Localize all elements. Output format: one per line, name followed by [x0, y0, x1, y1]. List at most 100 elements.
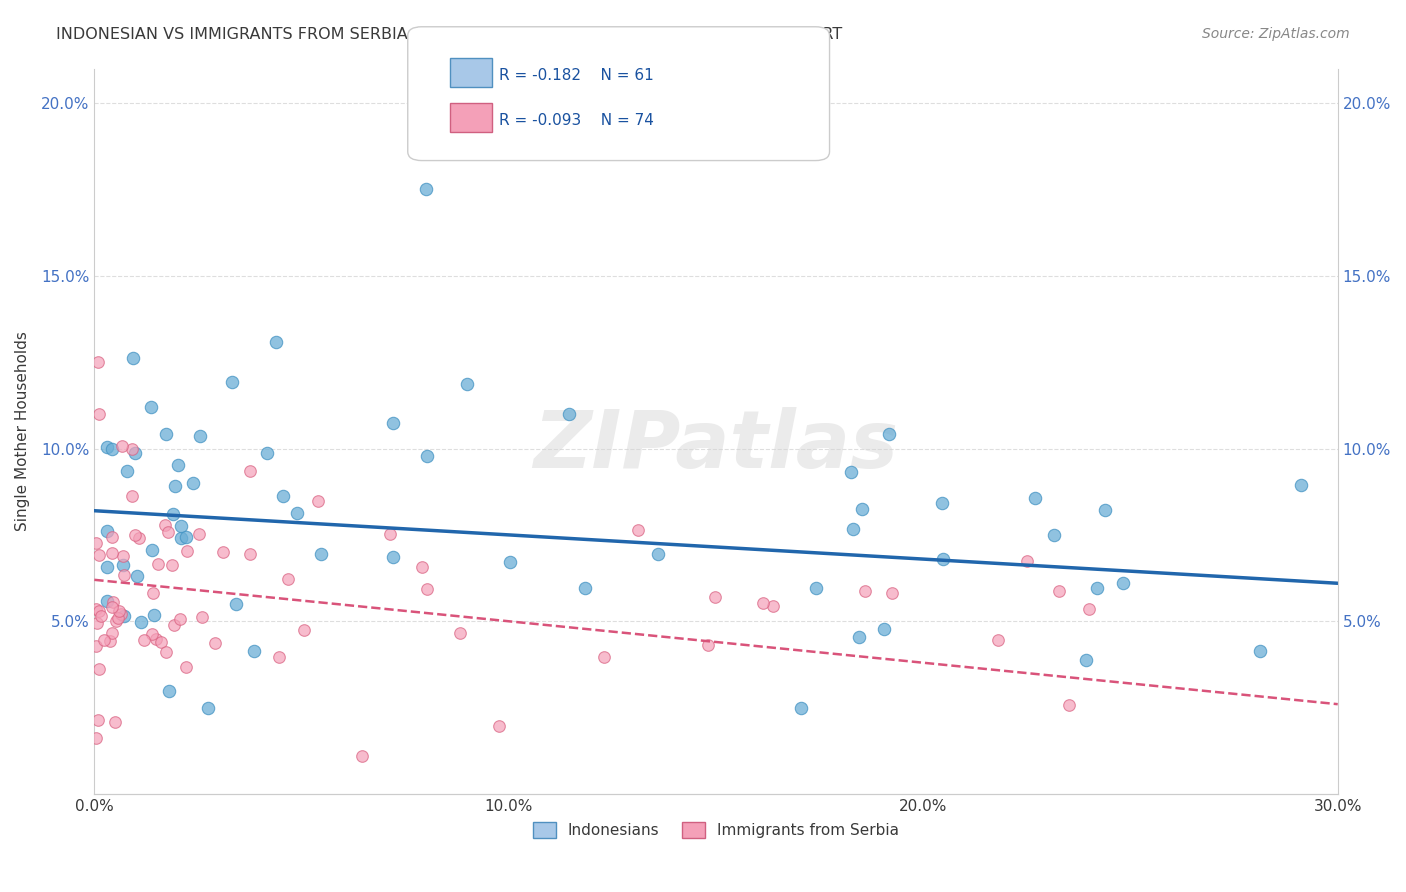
Immigrants from Serbia — [98, 633, 121, 648]
Immigrants from Serbia — [86, 615, 108, 630]
Indonesians — [879, 426, 901, 441]
Immigrants from Serbia — [853, 583, 876, 598]
Immigrants from Serbia — [128, 531, 150, 545]
Text: Source: ZipAtlas.com: Source: ZipAtlas.com — [1202, 27, 1350, 41]
Immigrants from Serbia — [378, 527, 401, 541]
Immigrants from Serbia — [160, 558, 183, 573]
Immigrants from Serbia — [87, 713, 110, 727]
Legend: Indonesians, Immigrants from Serbia: Indonesians, Immigrants from Serbia — [526, 816, 905, 845]
Immigrants from Serbia — [155, 645, 177, 659]
Immigrants from Serbia — [1047, 584, 1070, 599]
Immigrants from Serbia — [157, 524, 180, 539]
Indonesians — [243, 644, 266, 658]
Indonesians — [1042, 528, 1064, 542]
Immigrants from Serbia — [101, 600, 124, 615]
Indonesians — [1024, 491, 1046, 505]
Immigrants from Serbia — [987, 633, 1010, 648]
Immigrants from Serbia — [110, 607, 132, 621]
Indonesians — [309, 547, 332, 561]
Indonesians — [416, 449, 439, 463]
Indonesians — [558, 407, 581, 421]
Immigrants from Serbia — [90, 608, 112, 623]
Immigrants from Serbia — [239, 464, 262, 478]
Immigrants from Serbia — [416, 582, 439, 596]
Indonesians — [221, 375, 243, 389]
Immigrants from Serbia — [752, 596, 775, 610]
Immigrants from Serbia — [163, 617, 186, 632]
Indonesians — [499, 555, 522, 569]
Immigrants from Serbia — [107, 611, 129, 625]
Indonesians — [1289, 478, 1312, 492]
Indonesians — [124, 446, 146, 460]
Indonesians — [841, 522, 863, 536]
Immigrants from Serbia — [187, 527, 209, 541]
Indonesians — [271, 489, 294, 503]
Indonesians — [225, 597, 247, 611]
Indonesians — [167, 458, 190, 472]
Indonesians — [931, 496, 953, 510]
Indonesians — [96, 559, 118, 574]
Immigrants from Serbia — [132, 632, 155, 647]
Immigrants from Serbia — [101, 531, 124, 545]
Indonesians — [139, 400, 162, 414]
Indonesians — [932, 551, 955, 566]
Immigrants from Serbia — [153, 518, 176, 533]
Indonesians — [647, 547, 669, 561]
Indonesians — [96, 524, 118, 538]
Indonesians — [163, 479, 186, 493]
Indonesians — [96, 593, 118, 607]
Indonesians — [381, 416, 404, 430]
Immigrants from Serbia — [124, 528, 146, 542]
Immigrants from Serbia — [292, 624, 315, 638]
Immigrants from Serbia — [89, 662, 111, 676]
Text: ZIPatlas: ZIPatlas — [533, 407, 898, 484]
Immigrants from Serbia — [111, 439, 134, 453]
Immigrants from Serbia — [86, 601, 108, 615]
Immigrants from Serbia — [176, 544, 198, 558]
Immigrants from Serbia — [112, 568, 135, 582]
Indonesians — [157, 683, 180, 698]
Indonesians — [266, 335, 288, 350]
Immigrants from Serbia — [121, 442, 143, 456]
Immigrants from Serbia — [121, 489, 143, 503]
Indonesians — [112, 608, 135, 623]
Immigrants from Serbia — [89, 407, 111, 421]
Immigrants from Serbia — [86, 535, 108, 549]
Immigrants from Serbia — [149, 635, 172, 649]
Immigrants from Serbia — [277, 572, 299, 586]
Immigrants from Serbia — [307, 494, 329, 508]
Immigrants from Serbia — [626, 523, 648, 537]
Immigrants from Serbia — [350, 748, 373, 763]
Indonesians — [162, 507, 184, 521]
Indonesians — [1074, 653, 1097, 667]
Immigrants from Serbia — [105, 614, 128, 628]
Indonesians — [197, 700, 219, 714]
Immigrants from Serbia — [86, 355, 108, 369]
Indonesians — [122, 351, 145, 365]
Indonesians — [285, 506, 308, 520]
Immigrants from Serbia — [411, 559, 433, 574]
Immigrants from Serbia — [1078, 602, 1101, 616]
Immigrants from Serbia — [212, 545, 235, 559]
Immigrants from Serbia — [762, 599, 785, 613]
Indonesians — [176, 530, 198, 544]
Indonesians — [456, 376, 478, 391]
Text: R = -0.093    N = 74: R = -0.093 N = 74 — [499, 113, 654, 128]
Immigrants from Serbia — [593, 649, 616, 664]
Immigrants from Serbia — [449, 626, 471, 640]
Immigrants from Serbia — [191, 610, 214, 624]
Indonesians — [873, 622, 896, 636]
Immigrants from Serbia — [239, 547, 262, 561]
Immigrants from Serbia — [146, 557, 169, 571]
Indonesians — [181, 475, 204, 490]
Immigrants from Serbia — [1057, 698, 1080, 713]
Text: R = -0.182    N = 61: R = -0.182 N = 61 — [499, 69, 654, 83]
Indonesians — [415, 182, 437, 196]
Indonesians — [839, 465, 862, 479]
Immigrants from Serbia — [145, 632, 167, 646]
Immigrants from Serbia — [87, 548, 110, 562]
Indonesians — [155, 426, 177, 441]
Immigrants from Serbia — [204, 636, 226, 650]
Indonesians — [169, 519, 191, 533]
Immigrants from Serbia — [169, 612, 191, 626]
